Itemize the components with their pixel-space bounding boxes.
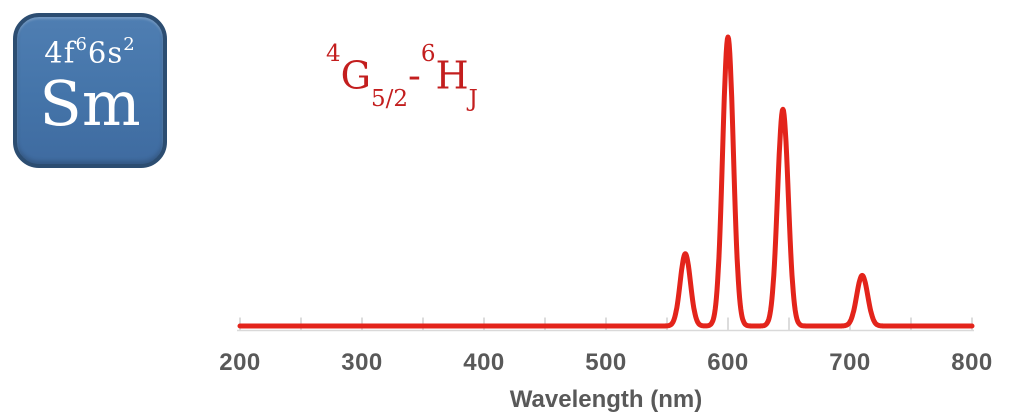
transition-sub-2: J bbox=[468, 86, 478, 113]
transition-separator: - bbox=[408, 53, 421, 98]
x-tick-label-300: 300 bbox=[341, 349, 383, 376]
transition-term-2: H bbox=[435, 53, 469, 98]
electron-configuration: 4f66s2 bbox=[17, 31, 163, 69]
config-base-1: 4f bbox=[44, 35, 76, 70]
config-base-2: 6s bbox=[87, 35, 124, 70]
config-sup-2: 2 bbox=[123, 34, 136, 55]
element-badge-sm: 4f66s2 Sm bbox=[13, 13, 167, 168]
x-tick-label-700: 700 bbox=[829, 349, 871, 376]
x-axis-title: Wavelength (nm) bbox=[509, 386, 703, 413]
config-sup-1: 6 bbox=[75, 34, 88, 55]
transition-sup-1: 4 bbox=[326, 41, 341, 67]
x-tick-label-200: 200 bbox=[219, 349, 261, 376]
x-tick-label-400: 400 bbox=[463, 349, 505, 376]
transition-label: 4G5/2-6HJ bbox=[326, 40, 478, 112]
transition-sub-1: 5/2 bbox=[371, 86, 409, 113]
x-tick-label-500: 500 bbox=[585, 349, 627, 376]
transition-sup-2: 6 bbox=[420, 41, 436, 67]
x-tick-label-600: 600 bbox=[707, 349, 749, 376]
spectrum-line-series bbox=[237, 34, 975, 329]
transition-term-1: G bbox=[340, 53, 371, 98]
element-symbol: Sm bbox=[39, 66, 141, 140]
x-tick-label-800: 800 bbox=[951, 349, 993, 376]
